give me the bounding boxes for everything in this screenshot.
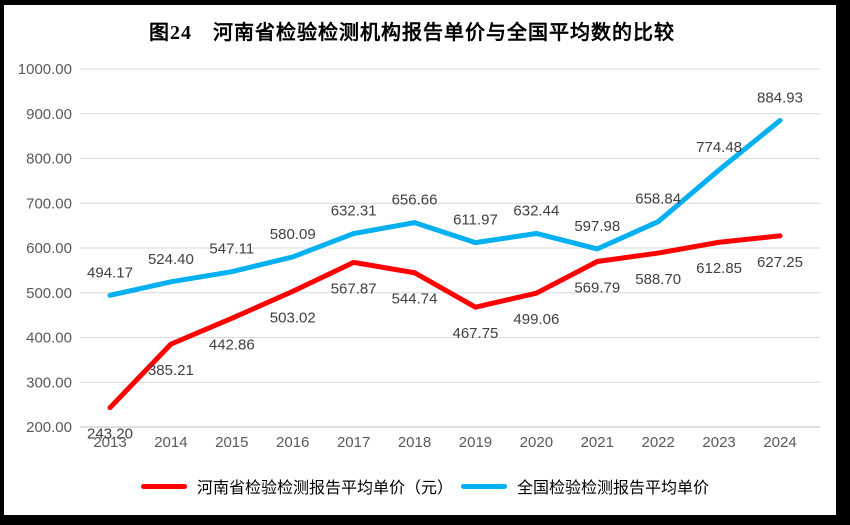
- svg-text:524.40: 524.40: [148, 251, 194, 268]
- svg-text:442.86: 442.86: [209, 336, 255, 353]
- frame-border-top: [0, 0, 850, 5]
- svg-text:2020: 2020: [520, 434, 553, 451]
- frame-border-right: [836, 0, 850, 525]
- svg-text:467.75: 467.75: [453, 325, 499, 342]
- svg-text:400.00: 400.00: [26, 330, 72, 347]
- svg-text:503.02: 503.02: [270, 309, 316, 326]
- svg-text:900.00: 900.00: [26, 106, 72, 123]
- svg-text:800.00: 800.00: [26, 151, 72, 168]
- legend-item-national: 全国检验检测报告平均单价: [461, 474, 709, 498]
- svg-text:2021: 2021: [581, 434, 614, 451]
- svg-text:611.97: 611.97: [453, 212, 498, 229]
- national-line-swatch-icon: [461, 483, 507, 489]
- chart-title: 图24 河南省检验检测机构报告单价与全国平均数的比较: [149, 22, 675, 44]
- svg-text:2015: 2015: [215, 434, 248, 451]
- svg-text:600.00: 600.00: [26, 240, 72, 257]
- chart-legend: 河南省检验检测报告平均单价（元） 全国检验检测报告平均单价: [0, 474, 850, 498]
- legend-item-henan: 河南省检验检测报告平均单价（元）: [140, 474, 453, 498]
- svg-text:2017: 2017: [337, 434, 370, 451]
- svg-text:597.98: 597.98: [574, 218, 620, 235]
- svg-text:2014: 2014: [154, 434, 187, 451]
- svg-text:588.70: 588.70: [635, 271, 681, 288]
- svg-text:494.17: 494.17: [87, 264, 133, 281]
- svg-text:2013: 2013: [93, 434, 126, 451]
- svg-text:385.21: 385.21: [148, 362, 194, 379]
- svg-text:2019: 2019: [459, 434, 492, 451]
- svg-text:569.79: 569.79: [574, 280, 620, 297]
- svg-text:2024: 2024: [763, 434, 796, 451]
- legend-label-national: 全国检验检测报告平均单价: [517, 480, 710, 497]
- legend-label-henan: 河南省检验检测报告平均单价（元）: [196, 480, 453, 497]
- frame-border-left: [0, 0, 4, 525]
- svg-text:612.85: 612.85: [696, 260, 742, 277]
- frame-border-bottom: [0, 515, 850, 525]
- svg-text:580.09: 580.09: [270, 226, 316, 243]
- svg-text:2023: 2023: [702, 434, 735, 451]
- henan-line-swatch-icon: [140, 483, 187, 489]
- svg-text:632.31: 632.31: [331, 203, 377, 220]
- svg-text:500.00: 500.00: [26, 285, 72, 302]
- svg-text:1000.00: 1000.00: [18, 61, 72, 78]
- svg-text:544.74: 544.74: [392, 291, 438, 308]
- svg-text:774.48: 774.48: [696, 139, 742, 156]
- svg-text:700.00: 700.00: [26, 195, 72, 212]
- svg-text:200.00: 200.00: [26, 419, 72, 436]
- svg-text:499.06: 499.06: [513, 311, 559, 328]
- svg-text:300.00: 300.00: [26, 374, 72, 391]
- svg-text:2022: 2022: [641, 434, 674, 451]
- svg-text:632.44: 632.44: [513, 202, 559, 219]
- svg-text:2018: 2018: [398, 434, 431, 451]
- svg-text:658.84: 658.84: [635, 191, 681, 208]
- svg-text:243.20: 243.20: [87, 426, 133, 443]
- svg-text:884.93: 884.93: [757, 89, 803, 106]
- svg-text:547.11: 547.11: [209, 241, 254, 258]
- svg-text:656.66: 656.66: [392, 192, 438, 209]
- svg-text:627.25: 627.25: [757, 254, 803, 271]
- svg-text:2016: 2016: [276, 434, 309, 451]
- svg-text:567.87: 567.87: [331, 280, 377, 297]
